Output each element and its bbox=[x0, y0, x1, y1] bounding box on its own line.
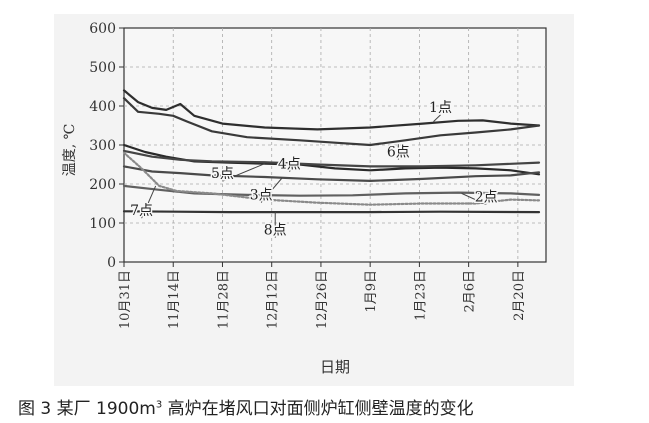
series-line bbox=[122, 210, 541, 214]
series-label: 7点 bbox=[130, 203, 153, 219]
caption-prefix: 图 3 某厂 1900m bbox=[18, 399, 156, 419]
y-tick-label: 200 bbox=[89, 177, 116, 193]
annotation-leader bbox=[433, 114, 441, 122]
x-tick-label: 12月12日 bbox=[266, 270, 281, 329]
y-tick-label: 600 bbox=[89, 21, 116, 37]
annotation-leader bbox=[461, 192, 487, 206]
annotation-leader bbox=[222, 163, 265, 182]
series-line bbox=[122, 89, 541, 131]
x-tick-label: 11月14日 bbox=[167, 270, 182, 329]
annotation-leader bbox=[141, 185, 157, 219]
x-tick-label: 12月26日 bbox=[315, 270, 330, 329]
temperature-chart: 0 100 200 300 400 500 600 10月31日 11月14日 11月28日 12月… bbox=[62, 21, 547, 376]
series-line bbox=[122, 143, 541, 176]
annotation-leader bbox=[260, 177, 283, 203]
annotation-leader bbox=[289, 164, 301, 172]
y-tick-label: 400 bbox=[89, 99, 116, 115]
caption-suffix: 高炉在堵风口对面侧炉缸侧壁温度的变化 bbox=[162, 399, 474, 419]
series-label: 6点 bbox=[387, 145, 410, 161]
series-label: 1点 bbox=[429, 100, 452, 116]
y-tick-label: 0 bbox=[107, 255, 116, 271]
series-label: 8点 bbox=[264, 223, 287, 239]
x-axis-label: 日期 bbox=[320, 358, 350, 376]
series-label: 5点 bbox=[211, 166, 234, 182]
figure-caption: 图 3 某厂 1900m3 高炉在堵风口对面侧炉缸侧壁温度的变化 bbox=[18, 394, 474, 419]
x-tick-label: 1月23日 bbox=[413, 270, 428, 321]
x-tick-label: 1月9日 bbox=[364, 270, 379, 313]
series-label: 4点 bbox=[278, 156, 301, 172]
x-tick-label: 2月6日 bbox=[463, 270, 478, 313]
y-tick-label: 500 bbox=[89, 60, 116, 76]
x-tick-label: 11月28日 bbox=[216, 270, 231, 329]
series-line bbox=[122, 149, 541, 168]
series-line bbox=[122, 97, 541, 147]
y-axis-label: 温度, ℃ bbox=[62, 124, 78, 177]
x-tick-label: 2月20日 bbox=[512, 270, 527, 321]
y-tick-label: 300 bbox=[89, 138, 116, 154]
caption-superscript: 3 bbox=[155, 399, 163, 411]
series-line bbox=[122, 165, 541, 182]
x-tick-label: 10月31日 bbox=[118, 270, 133, 329]
y-tick-label: 100 bbox=[89, 216, 116, 232]
series-label: 3点 bbox=[250, 188, 273, 204]
series-label: 2点 bbox=[475, 190, 498, 206]
